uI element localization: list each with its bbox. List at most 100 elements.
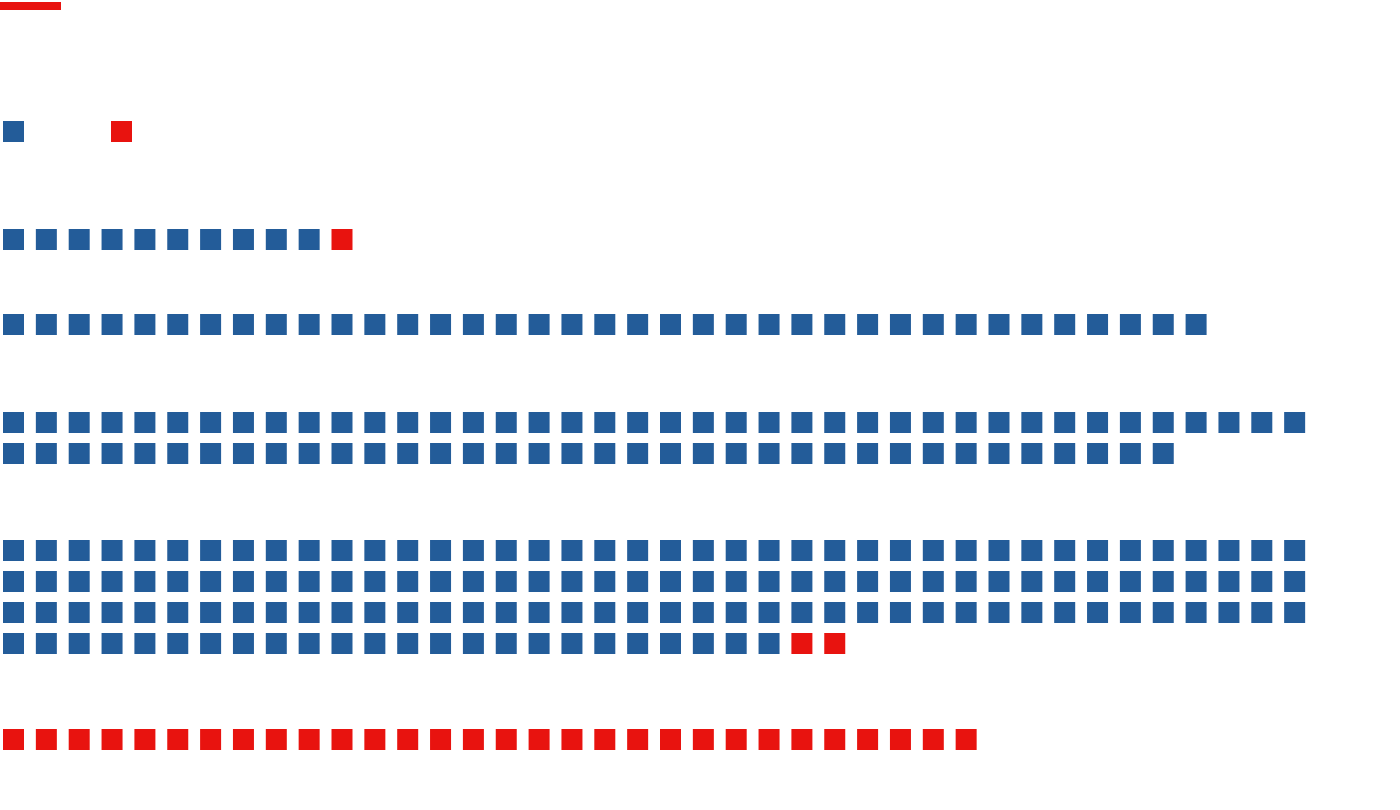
waffle-unit-a [988,314,1010,335]
waffle-unit-a [364,443,386,464]
waffle-unit-a [725,571,747,592]
waffle-unit-a [791,314,813,335]
waffle-unit-a [1185,412,1207,433]
waffle-unit-a [1218,571,1240,592]
waffle-unit-b [298,729,320,750]
waffle-unit-a [594,633,616,654]
waffle-unit-b [68,729,90,750]
waffle-unit-a [167,412,189,433]
waffle-unit-a [758,633,780,654]
waffle-unit-a [922,314,944,335]
waffle-unit-a [1119,443,1141,464]
waffle-unit-a [889,602,911,623]
waffle-unit-a [692,633,714,654]
waffle-unit-a [1054,571,1076,592]
waffle-unit-b [692,729,714,750]
waffle-unit-a [265,540,287,561]
waffle-unit-a [430,633,452,654]
waffle-unit-a [134,443,156,464]
waffle-unit-a [922,602,944,623]
waffle-unit-a [430,314,452,335]
waffle-unit-a [922,443,944,464]
waffle-unit-a [528,602,550,623]
waffle-unit-a [1087,443,1109,464]
waffle-unit-a [364,540,386,561]
waffle-unit-b [167,729,189,750]
waffle-unit-a [1087,314,1109,335]
waffle-unit-a [232,633,254,654]
waffle-unit-a [1284,540,1306,561]
waffle-unit-a [134,571,156,592]
waffle-unit-a [725,314,747,335]
waffle-unit-a [101,540,123,561]
waffle-unit-a [758,443,780,464]
waffle-unit-a [430,412,452,433]
waffle-unit-a [101,314,123,335]
waffle-unit-a [692,443,714,464]
waffle-unit-a [561,571,583,592]
waffle-unit-a [1284,571,1306,592]
waffle-unit-a [430,443,452,464]
waffle-unit-a [1087,571,1109,592]
waffle-unit-a [331,412,353,433]
waffle-unit-a [298,540,320,561]
waffle-unit-a [68,602,90,623]
waffle-unit-a [35,571,57,592]
waffle-unit-a [1185,314,1207,335]
waffle-unit-a [3,314,24,335]
waffle-unit-a [265,443,287,464]
waffle-unit-a [397,412,419,433]
waffle-unit-a [692,412,714,433]
waffle-unit-a [725,443,747,464]
waffle-unit-a [988,443,1010,464]
waffle-unit-b [462,729,484,750]
waffle-unit-a [1054,314,1076,335]
waffle-unit-a [561,602,583,623]
waffle-unit-a [200,633,222,654]
waffle-unit-a [660,540,681,561]
waffle-unit-a [857,602,879,623]
waffle-unit-a [1185,540,1207,561]
waffle-unit-a [495,602,517,623]
waffle-unit-a [889,443,911,464]
waffle-unit-a [1152,602,1174,623]
waffle-unit-a [758,602,780,623]
waffle-unit-a [1152,571,1174,592]
waffle-unit-a [692,571,714,592]
waffle-unit-a [495,633,517,654]
waffle-unit-a [397,571,419,592]
waffle-unit-a [857,571,879,592]
waffle-unit-a [824,412,846,433]
waffle-unit-a [331,443,353,464]
waffle-unit-a [528,540,550,561]
waffle-unit-b [857,729,879,750]
waffle-unit-a [725,412,747,433]
waffle-unit-a [200,443,222,464]
waffle-unit-a [1284,412,1306,433]
waffle-unit-a [200,602,222,623]
waffle-unit-a [988,540,1010,561]
waffle-unit-a [232,443,254,464]
waffle-unit-a [955,443,977,464]
waffle-unit-a [134,412,156,433]
waffle-unit-a [134,229,156,250]
waffle-unit-b [331,229,353,250]
waffle-unit-a [922,412,944,433]
waffle-unit-a [1021,571,1043,592]
waffle-unit-a [627,412,649,433]
waffle-unit-a [528,443,550,464]
waffle-unit-a [68,443,90,464]
waffle-unit-a [824,314,846,335]
waffle-unit-a [1021,412,1043,433]
waffle-unit-a [594,314,616,335]
waffle-unit-a [35,633,57,654]
waffle-unit-a [364,412,386,433]
waffle-unit-b [364,729,386,750]
waffle-unit-a [331,602,353,623]
waffle-unit-b [791,633,813,654]
waffle-unit-a [922,571,944,592]
waffle-unit-a [101,443,123,464]
waffle-unit-b [627,729,649,750]
waffle-unit-a [660,443,681,464]
waffle-unit-a [1251,540,1273,561]
